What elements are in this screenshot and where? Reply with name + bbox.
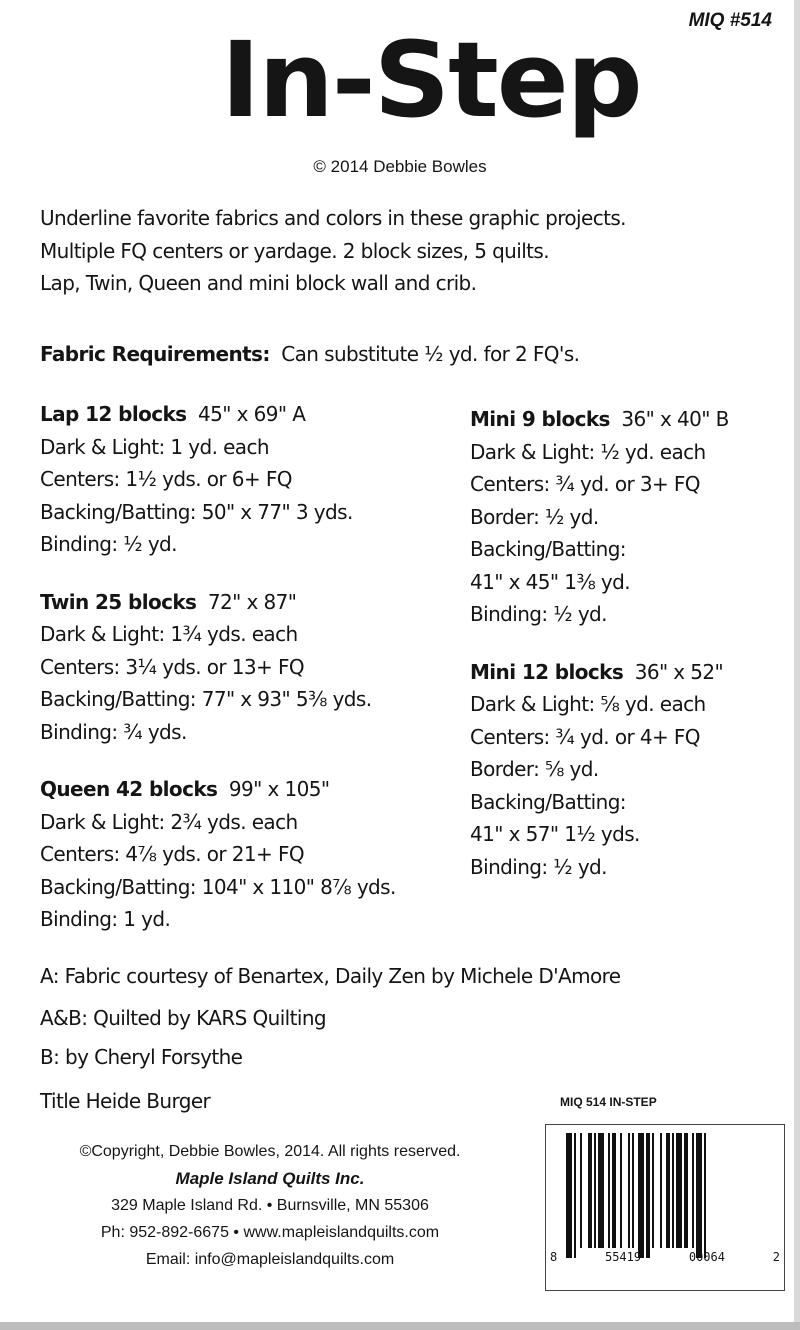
quilts-left-column: Lap 12 blocks 45" x 69" A Dark & Light: 1… bbox=[40, 398, 396, 961]
barcode-digit-group: 55419 bbox=[604, 1250, 642, 1264]
barcode-digit-group: 8 bbox=[550, 1250, 558, 1264]
quilt-size: 72" x 87" bbox=[207, 589, 297, 614]
requirement-line: Border: ⅝ yd. bbox=[470, 757, 599, 781]
barcode-bar bbox=[666, 1133, 670, 1248]
pattern-code: MIQ #514 bbox=[688, 10, 772, 31]
barcode-bar bbox=[566, 1133, 572, 1258]
quilt-title: Queen 42 blocks bbox=[40, 777, 218, 801]
note: A&B: Quilted by KARS Quilting bbox=[40, 1006, 327, 1030]
intro-line: Lap, Twin, Queen and mini block wall and… bbox=[40, 271, 477, 295]
barcode-bar bbox=[704, 1133, 706, 1258]
requirement-line: Border: ½ yd. bbox=[470, 504, 599, 529]
requirement-line: Centers: 4⅞ yds. or 21+ FQ bbox=[40, 842, 305, 866]
quilt-size: 45" x 69" A bbox=[198, 402, 306, 426]
email: Email: info@mapleislandquilts.com bbox=[145, 1251, 395, 1268]
barcode: 8 55419 00064 2 bbox=[545, 1124, 785, 1291]
barcode-digit-group: 00064 bbox=[688, 1250, 725, 1264]
barcode-bar bbox=[652, 1133, 654, 1248]
note: Title Heide Burger bbox=[40, 1089, 211, 1113]
requirement-line: Binding: ½ yd. bbox=[40, 532, 178, 556]
quilt-section: Mini 9 blocks 36" x 40" B Dark & Light: ½… bbox=[470, 403, 729, 631]
barcode-bar bbox=[684, 1133, 688, 1248]
requirement-line: Dark & Light: 2¾ yds. each bbox=[40, 809, 298, 834]
requirement-line: Dark & Light: 1¾ yds. each bbox=[40, 622, 298, 646]
intro: Underline favorite fabrics and colors in… bbox=[40, 202, 627, 300]
requirement-line: Binding: 1 yd. bbox=[40, 907, 171, 931]
requirement-line: Backing/Batting: 104" x 110" 8⅞ yds. bbox=[40, 874, 396, 899]
title-logo: In-Step bbox=[220, 19, 643, 141]
requirement-line: 41" x 57" 1½ yds. bbox=[470, 822, 640, 846]
quilt-size: 36" x 52" bbox=[634, 659, 724, 684]
phone-website: Ph: 952-892-6675 • www.mapleislandquilts… bbox=[100, 1224, 440, 1241]
requirement-line: Dark & Light: ½ yd. each bbox=[470, 439, 706, 464]
barcode-bar bbox=[620, 1133, 622, 1248]
barcode-bars bbox=[566, 1133, 706, 1258]
requirement-line: Binding: ¾ yds. bbox=[40, 719, 187, 744]
barcode-digit-group: 2 bbox=[772, 1250, 780, 1264]
requirement-line: Backing/Batting: 50" x 77" 3 yds. bbox=[40, 499, 353, 524]
quilt-title: Mini 9 blocks bbox=[470, 407, 610, 431]
barcode-label: MIQ 514 IN-STEP bbox=[560, 1095, 657, 1109]
quilt-title: Twin 25 blocks bbox=[40, 589, 197, 614]
barcode-bar bbox=[580, 1133, 582, 1248]
barcode-bar bbox=[608, 1133, 610, 1248]
requirement-line: Dark & Light: 1 yd. each bbox=[40, 434, 270, 459]
publisher-info: ©Copyright, Debbie Bowles, 2014. All rig… bbox=[20, 1138, 520, 1273]
barcode-bar bbox=[632, 1133, 634, 1248]
address: 329 Maple Island Rd. • Burnsville, MN 55… bbox=[111, 1197, 429, 1214]
barcode-bar bbox=[646, 1133, 650, 1258]
copyright: ©Copyright, Debbie Bowles, 2014. All rig… bbox=[79, 1143, 461, 1160]
barcode-bar bbox=[660, 1133, 662, 1248]
page-edge bbox=[794, 0, 800, 1330]
barcode-bar bbox=[696, 1133, 702, 1258]
barcode-bar bbox=[692, 1133, 694, 1248]
fabric-requirements: Fabric Requirements: Can substitute ½ yd… bbox=[40, 338, 580, 371]
quilts-right-column: Mini 9 blocks 36" x 40" B Dark & Light: ½… bbox=[470, 403, 729, 908]
requirement-line: Centers: 1½ yds. or 6+ FQ bbox=[40, 467, 292, 491]
barcode-bar bbox=[676, 1133, 682, 1248]
requirement-line: Backing/Batting: 77" x 93" 5⅜ yds. bbox=[40, 687, 372, 711]
fabric-requirements-text: Can substitute ½ yd. for 2 FQ's. bbox=[281, 342, 580, 366]
company-name: Maple Island Quilts Inc. bbox=[175, 1169, 365, 1188]
barcode-bar bbox=[598, 1133, 604, 1248]
requirement-line: Binding: ½ yd. bbox=[470, 854, 608, 879]
requirement-line: Backing/Batting: bbox=[470, 537, 627, 561]
quilt-size: 99" x 105" bbox=[228, 777, 330, 801]
barcode-bar bbox=[574, 1133, 576, 1258]
note: A: Fabric courtesy of Benartex, Daily Ze… bbox=[40, 964, 621, 988]
note: B: by Cheryl Forsythe bbox=[40, 1045, 243, 1069]
quilt-title: Mini 12 blocks bbox=[470, 659, 624, 684]
quilt-title: Lap 12 blocks bbox=[40, 402, 187, 426]
requirement-line: Dark & Light: ⅝ yd. each bbox=[470, 692, 706, 716]
intro-line: Underline favorite fabrics and colors in… bbox=[40, 206, 627, 230]
quilt-size: 36" x 40" B bbox=[621, 407, 729, 431]
requirement-line: Centers: ¾ yd. or 4+ FQ bbox=[470, 724, 701, 749]
barcode-bar bbox=[594, 1133, 596, 1248]
quilt-section: Twin 25 blocks 72" x 87" Dark & Light: 1¾… bbox=[40, 586, 396, 749]
barcode-bar bbox=[672, 1133, 674, 1248]
barcode-bar bbox=[638, 1133, 644, 1258]
barcode-digits: 8 55419 00064 2 bbox=[550, 1250, 780, 1264]
requirement-line: 41" x 45" 1⅜ yd. bbox=[470, 569, 631, 594]
requirement-line: Centers: 3¼ yds. or 13+ FQ bbox=[40, 654, 305, 679]
requirement-line: Centers: ¾ yd. or 3+ FQ bbox=[470, 472, 701, 496]
barcode-bar bbox=[628, 1133, 630, 1248]
page-bottom-edge bbox=[0, 1322, 800, 1330]
requirement-line: Binding: ½ yd. bbox=[470, 602, 608, 626]
quilt-section: Queen 42 blocks 99" x 105" Dark & Light: … bbox=[40, 773, 396, 936]
intro-line: Multiple FQ centers or yardage. 2 block … bbox=[40, 238, 550, 263]
barcode-bar bbox=[612, 1133, 616, 1248]
barcode-bar bbox=[588, 1133, 592, 1248]
quilt-section: Lap 12 blocks 45" x 69" A Dark & Light: 1… bbox=[40, 398, 396, 561]
fabric-requirements-label: Fabric Requirements: bbox=[40, 342, 270, 366]
quilt-section: Mini 12 blocks 36" x 52" Dark & Light: ⅝ … bbox=[470, 656, 729, 884]
byline: © 2014 Debbie Bowles bbox=[313, 157, 487, 176]
requirement-line: Backing/Batting: bbox=[470, 789, 627, 814]
